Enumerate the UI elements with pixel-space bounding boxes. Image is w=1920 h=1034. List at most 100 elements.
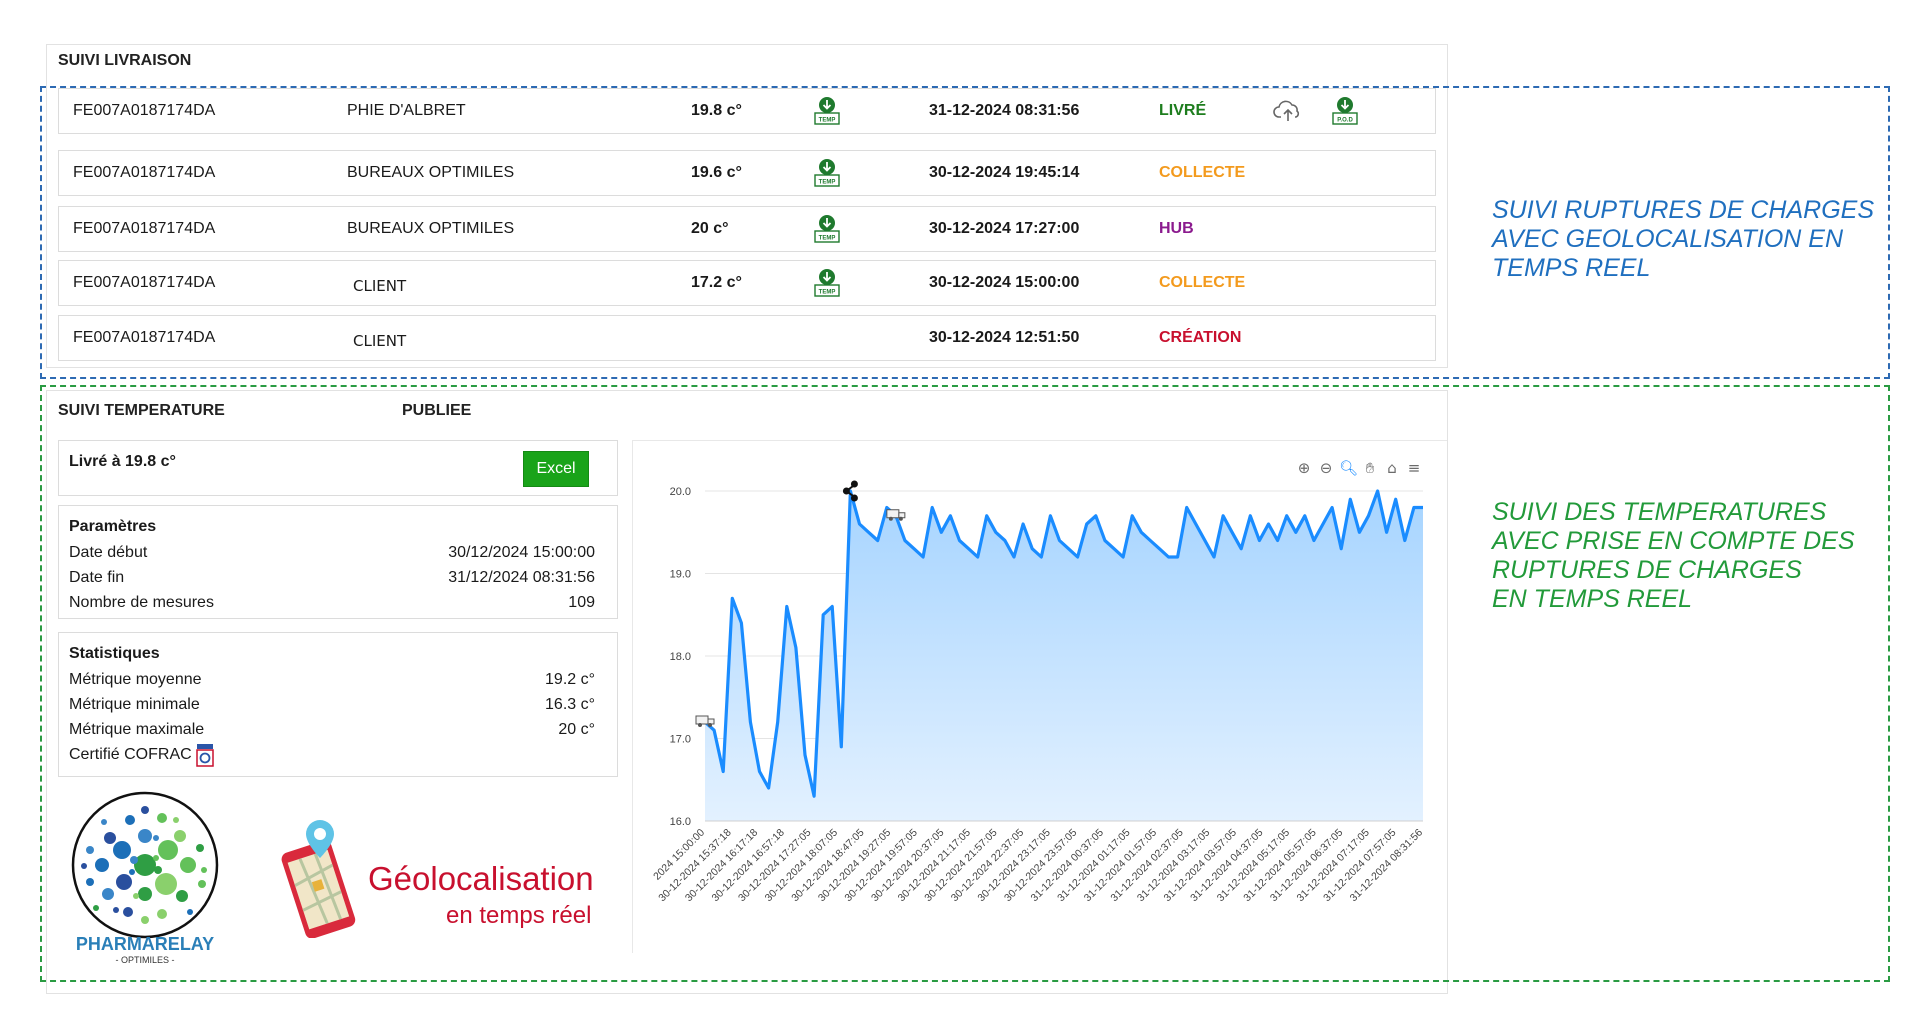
- truck-marker-icon[interactable]: [886, 509, 906, 521]
- parameters-box: Paramètres Date début 30/12/2024 15:00:00…: [58, 505, 618, 619]
- selection-zoom-icon[interactable]: 🔍︎: [1339, 459, 1359, 477]
- share-marker-icon[interactable]: [842, 480, 858, 502]
- status-badge: COLLECTE: [1159, 164, 1246, 181]
- stat-value: 19.2 c°: [545, 670, 595, 688]
- logo-dot: [102, 888, 114, 900]
- pod-download-icon[interactable]: P.O.D: [1331, 89, 1359, 133]
- pharmarelay-logo-subtext: - OPTIMILES -: [115, 955, 175, 965]
- delivery-title: SUIVI LIVRAISON: [58, 52, 192, 69]
- logo-dot: [86, 846, 94, 854]
- y-tick-label: 16.0: [670, 816, 691, 828]
- temp-download-icon[interactable]: TEMP: [813, 89, 841, 133]
- cofrac-label: Certifié COFRAC: [69, 745, 192, 763]
- temp-download-icon[interactable]: TEMP: [813, 207, 841, 251]
- svg-text:TEMP: TEMP: [819, 180, 836, 186]
- logo-dot: [153, 835, 159, 841]
- logo-dot: [153, 855, 159, 861]
- annotation-temperature: SUIVI DES TEMPERATURES AVEC PRISE EN COMP…: [1492, 498, 1855, 614]
- cloud-upload-icon[interactable]: [1273, 89, 1303, 133]
- delivery-row[interactable]: FE007A0187174DA CLIENT 30-12-2024 12:51:50…: [58, 315, 1436, 361]
- stat-row: Métrique moyenne 19.2 c°: [69, 667, 595, 692]
- zoom-in-icon[interactable]: ⊕: [1297, 459, 1311, 477]
- excel-export-button[interactable]: Excel: [523, 451, 589, 487]
- logo-dot: [123, 907, 133, 917]
- stat-label: Métrique maximale: [69, 720, 205, 738]
- logo-dot: [113, 907, 119, 913]
- logo-dot: [201, 867, 207, 873]
- logo-dot: [158, 840, 178, 860]
- delivery-row[interactable]: FE007A0187174DA CLIENT 17.2 c° TEMP 30-12-20…: [58, 260, 1436, 306]
- delivered-box: Livré à 19.8 c° Excel: [58, 440, 618, 496]
- temperature-panel: [46, 390, 1448, 994]
- zoom-out-icon[interactable]: ⊖: [1319, 459, 1333, 477]
- location: CLIENT: [347, 316, 406, 360]
- param-value: 30/12/2024 15:00:00: [448, 543, 595, 561]
- stat-value: 16.3 c°: [545, 695, 595, 713]
- location-label: CLIENT: [353, 277, 407, 295]
- geolocation-subtitle: en temps réel: [446, 902, 592, 929]
- annotation-geolocation: SUIVI RUPTURES DE CHARGES AVEC GEOLOCALIS…: [1492, 196, 1874, 283]
- annotation-line: AVEC PRISE EN COMPTE DES: [1492, 527, 1855, 555]
- logo-dot: [133, 893, 139, 899]
- logo-dot: [134, 854, 156, 876]
- annotation-line: EN TEMPS REEL: [1492, 585, 1693, 613]
- annotation-line: SUIVI DES TEMPERATURES: [1492, 498, 1827, 526]
- logo-dot: [157, 813, 167, 823]
- pharmarelay-logo-icon: [71, 791, 219, 939]
- temp-download-icon[interactable]: TEMP: [813, 261, 841, 305]
- logo-dot: [174, 830, 186, 842]
- temp-download-icon[interactable]: TEMP: [813, 151, 841, 195]
- y-tick-label: 20.0: [670, 486, 691, 498]
- cofrac-row: Certifié COFRAC: [69, 742, 595, 767]
- reset-home-icon[interactable]: ⌂: [1387, 459, 1397, 477]
- logo-dot: [154, 866, 162, 874]
- logo-dot: [196, 844, 204, 852]
- param-row: Date début 30/12/2024 15:00:00: [69, 540, 595, 565]
- event-datetime: 30-12-2024 15:00:00: [929, 274, 1080, 291]
- logo-dot: [101, 819, 107, 825]
- location-label: BUREAUX OPTIMILES: [347, 220, 515, 237]
- menu-icon[interactable]: ≡: [1407, 459, 1421, 477]
- location-label: BUREAUX OPTIMILES: [347, 164, 515, 181]
- logo-dot: [180, 857, 196, 873]
- truck-marker-icon[interactable]: [695, 715, 715, 727]
- geolocation-title: Géolocalisation: [368, 860, 594, 897]
- event-datetime: 31-12-2024 08:31:56: [929, 102, 1080, 119]
- stat-value: 20 c°: [558, 720, 595, 738]
- tracking-id: FE007A0187174DA: [73, 220, 216, 237]
- statistics-box: Statistiques Métrique moyenne 19.2 c° Mét…: [58, 632, 618, 777]
- status-badge: LIVRÉ: [1159, 102, 1207, 119]
- location: BUREAUX OPTIMILES: [347, 207, 514, 251]
- param-label: Nombre de mesures: [69, 593, 214, 611]
- pan-icon[interactable]: ✋︎: [1365, 459, 1375, 477]
- param-row: Date fin 31/12/2024 08:31:56: [69, 565, 595, 590]
- delivery-row[interactable]: FE007A0187174DA BUREAUX OPTIMILES 19.6 c° T…: [58, 150, 1436, 196]
- logo-dot: [116, 874, 132, 890]
- y-tick-label: 19.0: [670, 569, 691, 581]
- delivered-temperature: Livré à 19.8 c°: [69, 453, 176, 470]
- logo-dot: [113, 841, 131, 859]
- logo-dot: [187, 909, 193, 915]
- logo-dot: [138, 887, 152, 901]
- location: BUREAUX OPTIMILES: [347, 151, 514, 195]
- location-label: CLIENT: [353, 332, 407, 350]
- logo-dot: [155, 873, 177, 895]
- param-label: Date fin: [69, 568, 125, 586]
- temperature-value: 20 c°: [691, 220, 729, 237]
- logo-dot: [95, 858, 109, 872]
- temperature-area: [705, 491, 1423, 821]
- delivery-row[interactable]: FE007A0187174DA PHIE D'ALBRET 19.8 c° TEMP 3…: [58, 88, 1436, 134]
- y-tick-label: 18.0: [670, 651, 691, 663]
- annotation-line: SUIVI RUPTURES DE CHARGES: [1492, 196, 1875, 224]
- logo-dot: [93, 905, 99, 911]
- tracking-id: FE007A0187174DA: [73, 164, 216, 181]
- tracking-id: FE007A0187174DA: [73, 329, 216, 346]
- tracking-id: FE007A0187174DA: [73, 274, 216, 291]
- temperature-line: [703, 489, 1423, 798]
- annotation-line: AVEC GEOLOCALISATION EN: [1492, 225, 1844, 253]
- publish-status: PUBLIEE: [402, 402, 472, 419]
- delivery-row[interactable]: FE007A0187174DA BUREAUX OPTIMILES 20 c° TEM…: [58, 206, 1436, 252]
- param-value: 31/12/2024 08:31:56: [448, 568, 595, 586]
- logo-dot: [157, 909, 167, 919]
